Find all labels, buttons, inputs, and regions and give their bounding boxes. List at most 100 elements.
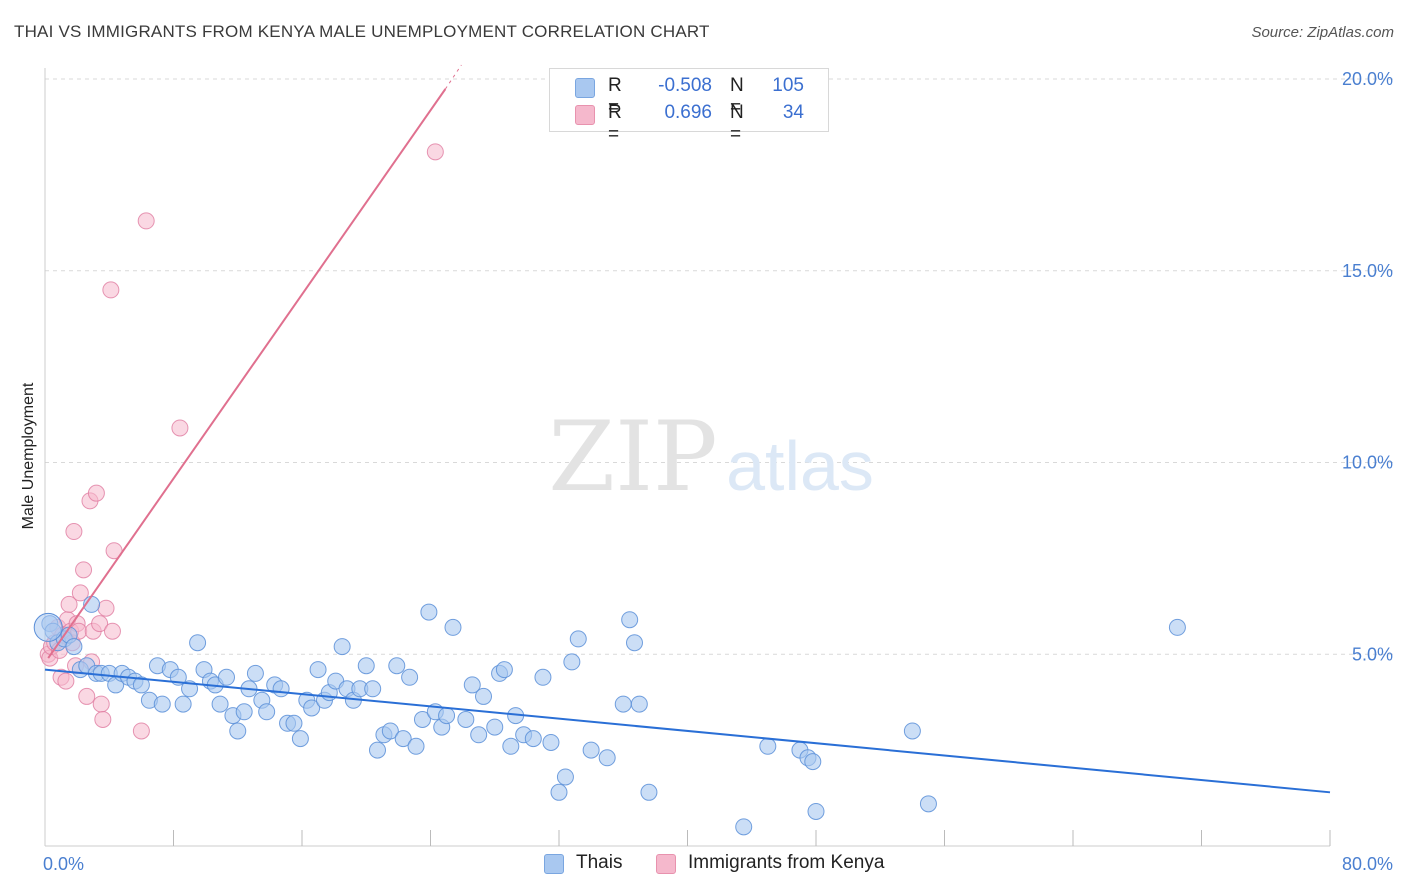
thais-point — [235, 703, 253, 721]
thais-point — [598, 749, 616, 767]
thais-point — [388, 657, 406, 675]
watermark-zip: ZIP — [548, 401, 717, 513]
thais-point — [132, 676, 150, 694]
y-axis-label: Male Unemployment — [20, 382, 37, 529]
thais-point — [285, 714, 303, 732]
kenya-point — [87, 484, 105, 502]
kenya-point — [94, 710, 112, 728]
axes — [44, 68, 1331, 847]
thais-point — [413, 710, 431, 728]
legend-label-kenya: Immigrants from Kenya — [688, 852, 885, 873]
kenya-trend-extension — [444, 64, 462, 90]
thais-point — [218, 668, 236, 686]
watermark: ZIP atlas — [548, 401, 874, 513]
legend-n-value: 105 — [772, 75, 804, 96]
thais-point — [309, 661, 327, 679]
legend-n-value: 34 — [782, 102, 804, 123]
kenya-point — [103, 622, 121, 640]
thais-point — [463, 676, 481, 694]
thais-point — [735, 818, 753, 836]
chart-title: THAI VS IMMIGRANTS FROM KENYA MALE UNEMP… — [14, 22, 710, 41]
kenya-point — [65, 523, 83, 541]
thais-point — [807, 802, 825, 820]
y-tick-label: 5.0% — [1352, 644, 1393, 664]
thais-point — [582, 741, 600, 759]
kenya-point — [75, 561, 93, 579]
thais-point — [438, 707, 456, 725]
thais-point — [272, 680, 290, 698]
kenya-point — [426, 143, 444, 161]
thais-point — [524, 730, 542, 748]
kenya-point — [137, 212, 155, 230]
kenya-point — [92, 695, 110, 713]
legend-n-label: N = — [730, 75, 744, 118]
kenya-point — [60, 595, 78, 613]
kenya-point — [171, 419, 189, 437]
thais-point — [291, 730, 309, 748]
thais-point — [401, 668, 419, 686]
thais-point — [420, 603, 438, 621]
thais-point — [550, 783, 568, 801]
thais-point — [470, 726, 488, 744]
x-tick-label: 80.0% — [1342, 854, 1393, 874]
thais-point — [534, 668, 552, 686]
thais-point — [303, 699, 321, 717]
thais-point — [563, 653, 581, 671]
thais-point — [621, 611, 639, 629]
thais-point — [903, 722, 921, 740]
thais-point — [368, 741, 386, 759]
thais-point — [333, 638, 351, 656]
kenya-points — [39, 143, 444, 740]
thais-swatch — [575, 78, 595, 98]
thais-point-cluster — [33, 612, 63, 642]
thais-point — [65, 638, 83, 656]
trend-lines — [44, 64, 1331, 794]
series-legend: Thais Immigrants from Kenya — [0, 851, 1406, 879]
thais-point — [457, 710, 475, 728]
kenya-point — [132, 722, 150, 740]
thais-point — [407, 737, 425, 755]
legend-r-value: 0.696 — [664, 102, 712, 123]
thais-point — [1168, 618, 1186, 636]
thais-point — [542, 733, 560, 751]
thais-point — [229, 722, 247, 740]
thais-point — [556, 768, 574, 786]
thais-point — [394, 730, 412, 748]
thais-point — [364, 680, 382, 698]
legend-r-label: R = — [608, 102, 622, 145]
legend-r-value: -0.508 — [658, 75, 712, 96]
kenya-swatch — [656, 854, 676, 874]
kenya-swatch — [575, 105, 595, 125]
source-note: Source: ZipAtlas.com — [1251, 24, 1394, 41]
thais-point — [444, 618, 462, 636]
kenya-point — [91, 615, 109, 633]
tick-labels: 5.0% 10.0% 15.0% 20.0% 0.0% 80.0% — [43, 69, 1393, 874]
thais-point — [246, 664, 264, 682]
thais-point — [759, 737, 777, 755]
y-tick-label: 15.0% — [1342, 261, 1393, 281]
y-tick-label: 20.0% — [1342, 69, 1393, 89]
correlation-legend: R = -0.508 N = 105 R = 0.696 N = 34 — [549, 68, 829, 145]
thais-trend-line — [44, 668, 1331, 794]
watermark-atlas: atlas — [726, 427, 874, 505]
grid-lines — [45, 78, 1395, 655]
thais-point — [502, 737, 520, 755]
thais-point — [357, 657, 375, 675]
legend-n-label: N = — [730, 102, 744, 145]
thais-point — [919, 795, 937, 813]
thais-point — [174, 695, 192, 713]
thais-point — [486, 718, 504, 736]
thais-point — [804, 753, 822, 771]
y-tick-label: 10.0% — [1342, 453, 1393, 473]
thais-points — [33, 595, 1186, 836]
thais-point — [569, 630, 587, 648]
thais-point — [475, 687, 493, 705]
thais-swatch — [544, 854, 564, 874]
legend-label-thais: Thais — [576, 852, 623, 873]
thais-point — [614, 695, 632, 713]
kenya-point — [57, 672, 75, 690]
kenya-trend-line — [47, 88, 447, 659]
thais-point — [381, 722, 399, 740]
thais-point — [211, 695, 229, 713]
